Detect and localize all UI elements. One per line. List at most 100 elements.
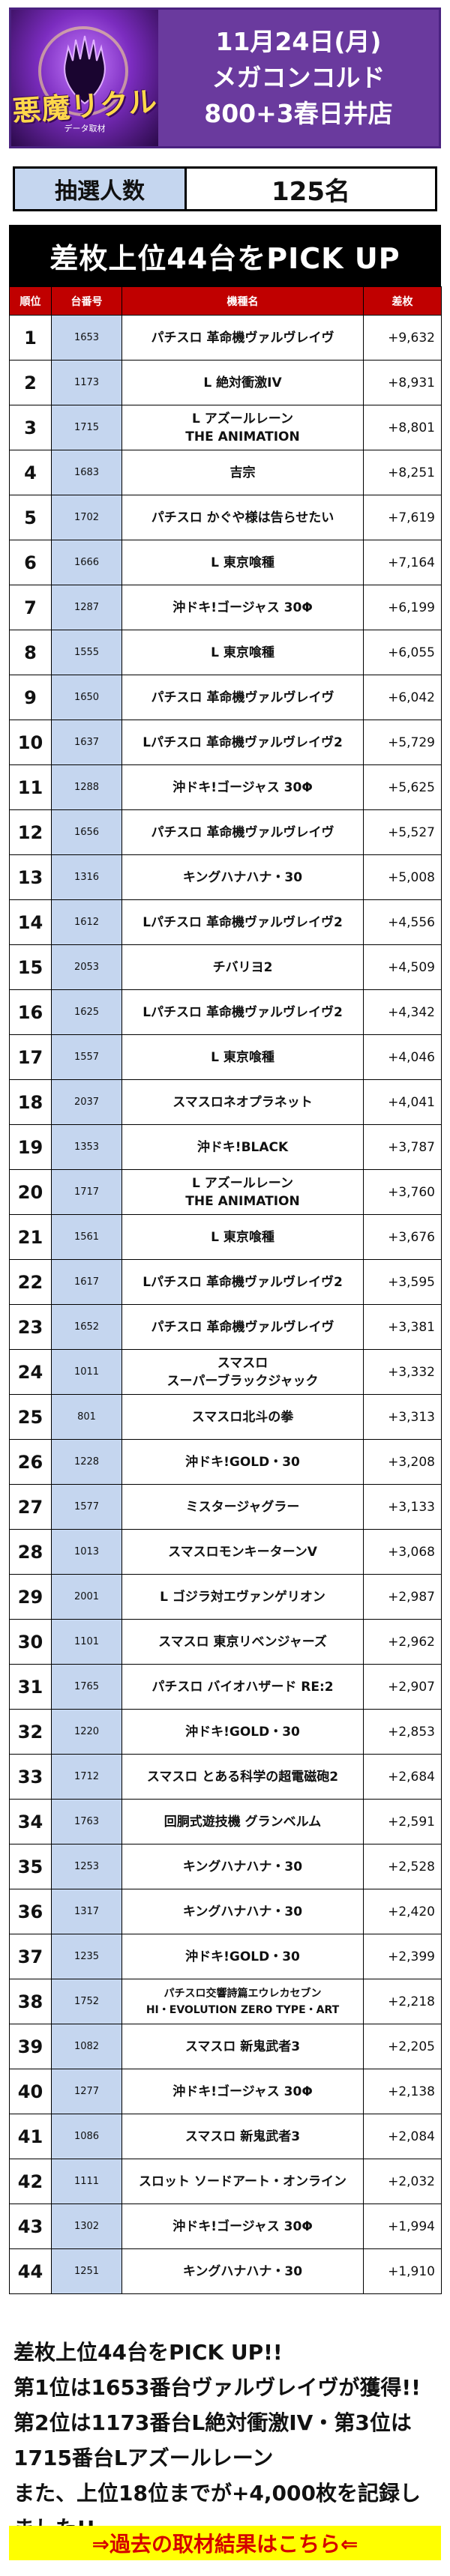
rank-cell: 15 [10,945,52,990]
akuma-rikuru-logo: 悪魔リクル データ取材 [11,10,158,146]
table-row: 12 1656 パチスロ 革命機ヴァルヴレイヴ +5,527 [10,810,442,855]
machine-name-cell: スマスロ スーパーブラックジャック [122,1350,364,1395]
table-row: 31 1765 パチスロ バイオハザード RE:2 +2,907 [10,1665,442,1710]
store-name: 800+3春日井店 [204,96,393,132]
machine-name-cell: 沖ドキ!GOLD・30 [122,1710,364,1755]
header-machine-name: 機種名 [122,287,364,316]
past-results-link[interactable]: ⇒過去の取材結果はこちら⇐ [9,2526,441,2560]
table-row: 32 1220 沖ドキ!GOLD・30 +2,853 [10,1710,442,1755]
diff-cell: +6,055 [364,630,442,675]
event-header: 悪魔リクル データ取材 11月24日(月) メガコンコルド 800+3春日井店 [9,7,441,148]
table-row: 26 1228 沖ドキ!GOLD・30 +3,208 [10,1440,442,1485]
rank-cell: 40 [10,2069,52,2114]
table-header-row: 順位 台番号 機種名 差枚 [10,287,442,316]
machine-name-cell: キングハナハナ・30 [122,1844,364,1889]
machine-name-cell: 沖ドキ!GOLD・30 [122,1934,364,1979]
diff-cell: +3,313 [364,1395,442,1440]
table-row: 28 1013 スマスロモンキーターンV +3,068 [10,1530,442,1575]
machine-number-cell: 1253 [52,1844,122,1889]
diff-cell: +2,032 [364,2159,442,2204]
rank-cell: 14 [10,900,52,945]
machine-number-cell: 1561 [52,1215,122,1260]
rank-cell: 43 [10,2204,52,2249]
header-text: 11月24日(月) メガコンコルド 800+3春日井店 [158,10,439,146]
machine-number-cell: 1228 [52,1440,122,1485]
machine-number-cell: 1555 [52,630,122,675]
machine-number-cell: 2037 [52,1080,122,1125]
diff-cell: +2,218 [364,1979,442,2024]
machine-name-cell: L 絶対衝激IV [122,361,364,405]
machine-name-cell: L ゴジラ対エヴァンゲリオン [122,1575,364,1620]
table-row: 39 1082 スマスロ 新鬼武者3 +2,205 [10,2024,442,2069]
machine-number-cell: 1317 [52,1889,122,1934]
rank-cell: 31 [10,1665,52,1710]
rank-cell: 42 [10,2159,52,2204]
machine-number-cell: 801 [52,1395,122,1440]
table-row: 33 1712 スマスロ とある科学の超電磁砲2 +2,684 [10,1755,442,1800]
table-row: 27 1577 ミスタージャグラー +3,133 [10,1485,442,1530]
diff-cell: +1,994 [364,2204,442,2249]
machine-name-cell: チバリヨ2 [122,945,364,990]
machine-name-cell: L 東京喰種 [122,540,364,585]
machine-number-cell: 2001 [52,1575,122,1620]
diff-cell: +8,931 [364,361,442,405]
diff-cell: +4,342 [364,990,442,1035]
diff-cell: +3,595 [364,1260,442,1305]
table-row: 29 2001 L ゴジラ対エヴァンゲリオン +2,987 [10,1575,442,1620]
machine-number-cell: 1625 [52,990,122,1035]
rank-cell: 25 [10,1395,52,1440]
table-row: 25 801 スマスロ北斗の拳 +3,313 [10,1395,442,1440]
machine-number-cell: 1220 [52,1710,122,1755]
diff-cell: +2,853 [364,1710,442,1755]
machine-number-cell: 1612 [52,900,122,945]
machine-number-cell: 1251 [52,2249,122,2294]
rank-cell: 38 [10,1979,52,2024]
machine-number-cell: 1717 [52,1170,122,1215]
machine-number-cell: 1763 [52,1800,122,1844]
diff-cell: +2,084 [364,2114,442,2159]
table-row: 37 1235 沖ドキ!GOLD・30 +2,399 [10,1934,442,1979]
machine-number-cell: 1683 [52,450,122,495]
machine-number-cell: 1011 [52,1350,122,1395]
machine-number-cell: 1752 [52,1979,122,2024]
diff-cell: +2,962 [364,1620,442,1665]
rank-cell: 5 [10,495,52,540]
machine-name-cell: Lパチスロ 革命機ヴァルヴレイヴ2 [122,1260,364,1305]
machine-name-cell: パチスロ バイオハザード RE:2 [122,1665,364,1710]
table-row: 35 1253 キングハナハナ・30 +2,528 [10,1844,442,1889]
machine-name-cell: L 東京喰種 [122,630,364,675]
machine-number-cell: 1101 [52,1620,122,1665]
diff-cell: +7,619 [364,495,442,540]
diff-cell: +3,676 [364,1215,442,1260]
table-row: 23 1652 パチスロ 革命機ヴァルヴレイヴ +3,381 [10,1305,442,1350]
machine-number-cell: 1086 [52,2114,122,2159]
event-date: 11月24日(月) [215,24,381,60]
machine-number-cell: 1653 [52,316,122,361]
rank-cell: 17 [10,1035,52,1080]
machine-name-cell: ミスタージャグラー [122,1485,364,1530]
table-row: 6 1666 L 東京喰種 +7,164 [10,540,442,585]
table-row: 22 1617 Lパチスロ 革命機ヴァルヴレイヴ2 +3,595 [10,1260,442,1305]
rank-cell: 37 [10,1934,52,1979]
rank-cell: 9 [10,675,52,720]
rank-cell: 16 [10,990,52,1035]
diff-cell: +4,556 [364,900,442,945]
rank-cell: 34 [10,1800,52,1844]
machine-name-cell: 沖ドキ!BLACK [122,1125,364,1170]
machine-name-cell: スマスロ 新鬼武者3 [122,2114,364,2159]
machine-number-cell: 1702 [52,495,122,540]
machine-number-cell: 1277 [52,2069,122,2114]
table-row: 19 1353 沖ドキ!BLACK +3,787 [10,1125,442,1170]
machine-number-cell: 1715 [52,405,122,450]
ranking-banner: 差枚上位44台をPICK UP [9,225,441,286]
result-summary: 差枚上位44台をPICK UP!! 第1位は1653番台ヴァルヴレイヴが獲得!!… [14,2335,436,2546]
machine-name-cell: パチスロ 革命機ヴァルヴレイヴ [122,1305,364,1350]
machine-number-cell: 1013 [52,1530,122,1575]
rank-cell: 24 [10,1350,52,1395]
diff-cell: +2,205 [364,2024,442,2069]
header-machine-number: 台番号 [52,287,122,316]
rank-cell: 29 [10,1575,52,1620]
machine-name-cell: 沖ドキ!ゴージャス 30Φ [122,765,364,810]
diff-cell: +1,910 [364,2249,442,2294]
machine-number-cell: 1666 [52,540,122,585]
